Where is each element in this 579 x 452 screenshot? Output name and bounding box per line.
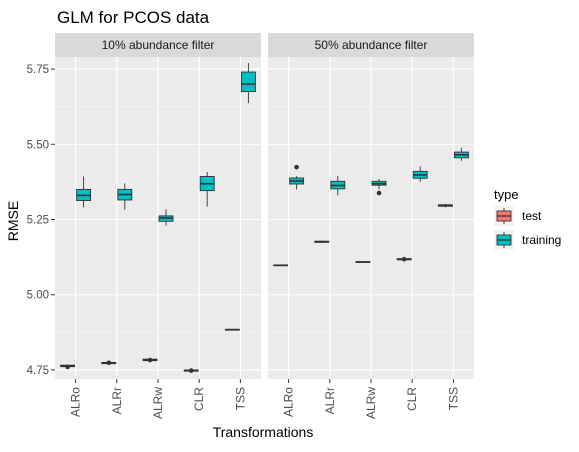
boxplot-training: [199, 171, 215, 207]
facet-strip: [268, 33, 474, 57]
y-axis: 4.75 5.00 5.25 5.50 5.75: [27, 64, 55, 377]
box-outlier: [106, 360, 112, 366]
chart-title: GLM for PCOS data: [57, 8, 210, 27]
boxplot-training: [76, 176, 92, 208]
box-outlier: [294, 164, 299, 170]
legend-entry-training: training: [494, 230, 561, 250]
boxplot-training: [412, 166, 428, 182]
y-tick-label: 5.00: [27, 290, 49, 302]
box-outlier: [65, 364, 70, 370]
box-outlier: [376, 190, 382, 196]
y-tick-label: 4.75: [27, 365, 49, 377]
boxplot-training: [289, 164, 305, 190]
boxplot-training: [453, 147, 469, 161]
box-outlier: [188, 368, 194, 373]
x-tick-label: CLR: [405, 387, 419, 411]
x-tick-label: ALRo: [69, 387, 83, 417]
y-tick-label: 5.50: [27, 139, 49, 151]
x-tick-label: TSS: [446, 387, 460, 410]
boxplot-test: [273, 264, 289, 267]
legend: test training: [494, 206, 561, 250]
boxplot-training: [240, 63, 256, 104]
y-axis-label: RMSE: [5, 201, 21, 241]
x-tick-label: ALRw: [364, 387, 378, 419]
y-tick-label: 5.25: [27, 215, 49, 227]
box-outlier: [147, 357, 153, 363]
x-tick-label: ALRr: [323, 387, 337, 414]
y-tick-label: 5.75: [27, 64, 49, 76]
legend-label: test: [522, 209, 542, 223]
facet-panel: 10% abundance filter ALRo ALRr ALRw CLR TSS: [55, 33, 261, 419]
boxplot-training: [330, 175, 346, 196]
box-outlier: [401, 256, 407, 262]
legend-title: type: [494, 187, 519, 202]
boxplot-test: [224, 328, 240, 331]
legend-entry-test: test: [494, 206, 542, 226]
boxplot-test: [101, 360, 117, 366]
boxplot-test: [60, 364, 76, 370]
x-tick-label: ALRo: [282, 387, 296, 417]
facet-strip-label: 10% abundance filter: [102, 38, 215, 52]
x-tick-label: ALRw: [151, 387, 165, 419]
x-tick-label: TSS: [233, 387, 247, 410]
boxplot-test: [437, 203, 453, 208]
x-axis-label: Transformations: [213, 424, 314, 440]
boxplot-test: [314, 240, 330, 243]
box-body: [240, 71, 256, 93]
legend-label: training: [522, 233, 561, 247]
boxplot-test: [142, 357, 158, 363]
boxplot-training: [371, 178, 387, 196]
x-tick-label: ALRr: [110, 387, 124, 414]
facet-strip: [55, 33, 261, 57]
boxplot-test: [183, 368, 199, 373]
facet-strip-label: 50% abundance filter: [315, 38, 428, 52]
facet-panel: 50% abundance filter ALRo ALRr ALRw CLR TSS: [268, 33, 474, 419]
boxplot-training: [117, 183, 133, 210]
boxplot-test: [396, 256, 412, 262]
x-tick-label: CLR: [192, 387, 206, 411]
boxplot-training: [158, 209, 174, 226]
boxplot-test: [355, 261, 371, 263]
